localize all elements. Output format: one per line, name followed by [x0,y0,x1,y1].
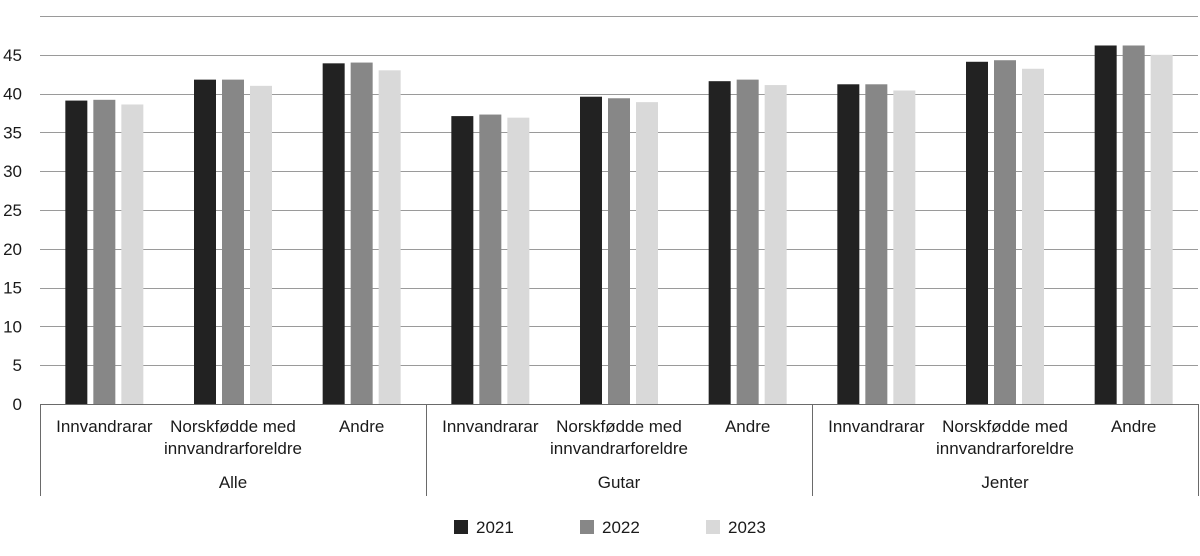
legend: 2021 2022 2023 [454,518,766,537]
bars [65,45,1173,405]
bar-2021 [837,84,860,405]
category-label: Andre [339,417,384,436]
bar-2023 [893,90,916,404]
bar-2021 [708,81,731,405]
category-label: Innvandrarar [828,417,925,436]
bar-2021 [194,79,216,404]
legend-swatch [454,520,468,534]
bar-2021 [65,100,88,405]
group-label: Alle [219,473,247,492]
y-tick-label: 10 [3,317,22,336]
y-tick-label: 40 [3,85,22,104]
bar-2023 [250,85,272,404]
category-label: Innvandrarar [442,417,539,436]
legend-swatch [580,520,594,534]
legend-swatch [706,520,720,534]
group-label: Jenter [981,473,1029,492]
bar-2023 [378,70,401,404]
bar-2023 [1022,68,1044,404]
bar-2022 [350,62,373,405]
legend-label: 2021 [476,518,514,537]
bar-2023 [121,104,144,405]
y-tick-label: 30 [3,162,22,181]
bar-2021 [580,96,602,404]
legend-label: 2023 [728,518,766,537]
category-label: Andre [725,417,770,436]
bar-2022 [608,98,630,405]
category-label: Norskfødde med innvandrarforeldre [164,417,302,458]
category-label: Innvandrarar [56,417,153,436]
group-label: Gutar [598,473,641,492]
legend-label: 2022 [602,518,640,537]
bar-2023 [507,117,530,404]
y-tick-label: 35 [3,123,22,142]
y-tick-label: 20 [3,240,22,259]
bar-2022 [994,60,1016,405]
y-tick-label: 0 [13,395,22,414]
bar-2022 [93,99,116,405]
y-tick-label: 25 [3,201,22,220]
bar-2023 [636,102,658,405]
bar-2022 [479,114,502,404]
y-tick-label: 5 [13,356,22,375]
y-tick-label: 15 [3,279,22,298]
bar-2022 [736,79,759,404]
x-axis-labels: Innvandrarar Norskfødde med innvandrarfore… [40,404,1199,496]
bar-2021 [451,116,474,404]
bar-2022 [865,84,888,405]
bar-2021 [322,63,345,404]
bar-2021 [1094,45,1117,404]
bar-2022 [222,79,244,404]
y-tick-label: 45 [3,46,22,65]
bar-2021 [966,61,988,405]
category-label: Norskfødde med innvandrarforeldre [550,417,688,458]
bar-2023 [1150,54,1173,405]
category-label: Norskfødde med innvandrarforeldre [936,417,1074,458]
category-label: Andre [1111,417,1156,436]
bar-2023 [764,85,787,405]
bar-2022 [1122,45,1145,404]
